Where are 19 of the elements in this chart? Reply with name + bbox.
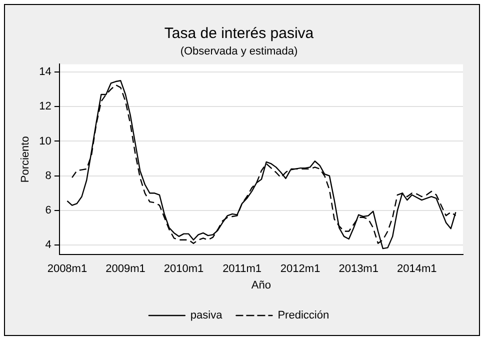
- x-tick-label: 2010m1: [164, 263, 204, 276]
- y-axis-title: Porciento: [20, 136, 32, 183]
- x-tick-label: 2012m1: [280, 263, 320, 276]
- x-tick-label: 2011m1: [222, 263, 262, 276]
- chart-subtitle: (Observada y estimada): [180, 46, 298, 58]
- x-tick-label: 2009m1: [106, 263, 146, 276]
- y-tick-label: 10: [39, 135, 52, 148]
- chart-title: Tasa de interés pasiva: [164, 25, 314, 42]
- x-axis-title: Año: [251, 279, 272, 292]
- y-tick-label: 4: [45, 239, 52, 252]
- x-tick-label: 2008m1: [47, 263, 88, 276]
- x-tick-label: 2013m1: [338, 263, 378, 276]
- x-tick-label: 2014m1: [396, 263, 437, 276]
- y-tick-label: 12: [39, 100, 52, 113]
- y-tick-label: 8: [45, 170, 52, 182]
- legend-label: pasiva: [190, 310, 224, 322]
- y-tick-label: 6: [45, 204, 52, 216]
- legend-label: Predicción: [278, 310, 330, 322]
- y-tick-label: 14: [39, 66, 52, 78]
